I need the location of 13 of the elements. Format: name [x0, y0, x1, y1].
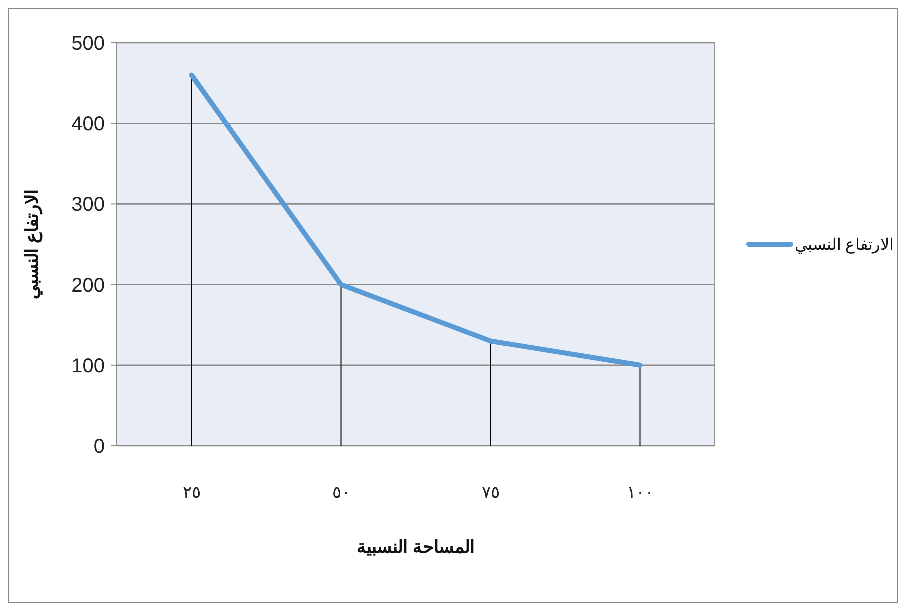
x-tick-label: ٢٥: [182, 483, 201, 502]
x-tick-label: ٧٥: [482, 483, 500, 502]
x-tick-label: ٥٠: [332, 483, 350, 502]
y-tick-label: 500: [72, 33, 105, 55]
x-tick-label: ١٠٠: [626, 483, 654, 502]
y-tick-label: 0: [94, 436, 105, 458]
x-axis-title: المساحة النسبية: [356, 537, 476, 557]
y-axis-title: الارتفاع النسبي: [22, 189, 43, 300]
y-tick-label: 300: [72, 194, 105, 216]
y-tick-label: 400: [72, 114, 105, 136]
legend-label: الارتفاع النسبي: [795, 237, 894, 254]
y-tick-label: 100: [72, 355, 105, 378]
y-tick-label: 200: [72, 274, 105, 297]
